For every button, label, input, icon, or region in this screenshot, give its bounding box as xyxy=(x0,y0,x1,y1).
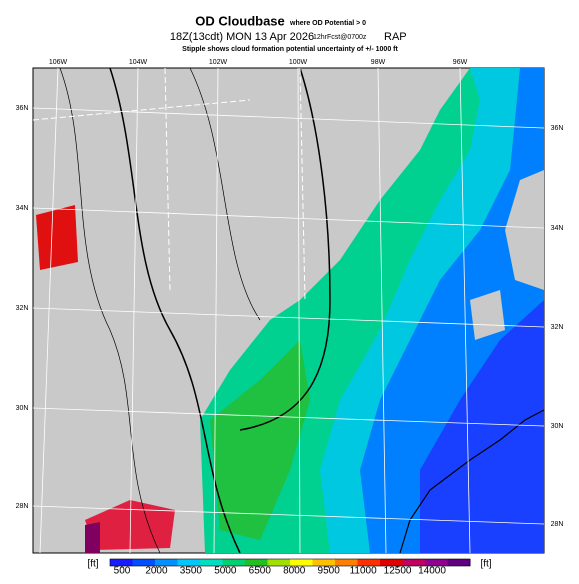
lon-label: 98W xyxy=(371,59,386,66)
colorbar-segment xyxy=(290,559,313,566)
colorbar-tick-label: 14000 xyxy=(418,566,446,577)
lat-label: 34N xyxy=(16,205,29,212)
colorbar-frame xyxy=(109,558,471,567)
lat-label: 30N xyxy=(16,405,29,412)
cloud-area-red xyxy=(85,500,175,550)
colorbar-segment xyxy=(222,559,246,566)
colorbar-segment xyxy=(380,559,403,566)
coastline xyxy=(399,409,545,554)
colorbar-tick-label: 6500 xyxy=(249,566,272,577)
colorbar-segment xyxy=(155,559,178,566)
lat-label: 32N xyxy=(16,305,29,312)
colorbar-segment xyxy=(447,559,471,566)
colorbar-tick-label: 9500 xyxy=(318,566,341,577)
lat-label: 36N xyxy=(551,125,564,132)
colorbar-segment xyxy=(132,559,156,566)
colorbar-segment xyxy=(402,559,426,566)
colorbar-tick-label: 3500 xyxy=(180,566,203,577)
clear-patch xyxy=(470,290,505,340)
contour xyxy=(239,67,331,431)
lat-label: 36N xyxy=(16,105,29,112)
title-note: where OD Potential > 0 xyxy=(289,20,366,27)
title: OD Cloudbase xyxy=(195,13,285,28)
colorbar-segment xyxy=(200,559,223,566)
contour xyxy=(109,67,241,554)
cloud-area-darkblue xyxy=(420,300,544,553)
colorbar-unit: [ft] xyxy=(87,559,98,570)
colorbar-segment xyxy=(245,559,268,566)
cloud-area-deepgreen xyxy=(210,340,310,540)
lon-label: 102W xyxy=(209,59,228,66)
clear-patch xyxy=(505,170,544,290)
colorbar-segment xyxy=(312,559,336,566)
stipple-note: Stipple shows cloud formation potential … xyxy=(182,46,398,53)
cloud-area-purple xyxy=(85,522,100,553)
lat-label: 34N xyxy=(551,225,564,232)
colorbar-segment xyxy=(267,559,291,566)
colorbar-segment xyxy=(357,559,381,566)
colorbar-tick-label: 11000 xyxy=(350,566,378,577)
lon-label: 96W xyxy=(453,59,468,66)
lon-label: 100W xyxy=(289,59,308,66)
colorbar-unit: [ft] xyxy=(480,559,491,570)
colorbar-tick-label: 2000 xyxy=(145,566,168,577)
graticule xyxy=(32,67,545,554)
colorbar-segment xyxy=(177,559,201,566)
colorbar-segment xyxy=(335,559,358,566)
contour xyxy=(189,67,261,321)
model: RAP xyxy=(384,31,407,43)
colorbar-tick-label: 5000 xyxy=(214,566,237,577)
lat-label: 32N xyxy=(551,324,564,331)
map xyxy=(32,67,545,554)
cloud-area-red xyxy=(36,205,78,270)
lon-label: 106W xyxy=(49,59,68,66)
colorbar-segment xyxy=(425,559,448,566)
lat-label: 30N xyxy=(551,423,564,430)
lat-label: 28N xyxy=(16,503,29,510)
state-border xyxy=(32,67,306,301)
lon-label: 104W xyxy=(129,59,148,66)
forecast: 12hrFcst@0700z xyxy=(313,34,367,41)
colorbar-tick-label: 8000 xyxy=(283,566,306,577)
contour xyxy=(59,67,161,554)
colorbar-tick-label: 500 xyxy=(114,566,131,577)
lat-label: 28N xyxy=(551,521,564,528)
time: 18Z(13cdt) MON 13 Apr 2026 xyxy=(170,31,314,43)
colorbar-segment xyxy=(110,559,133,566)
colorbar-tick-label: 12500 xyxy=(384,566,412,577)
